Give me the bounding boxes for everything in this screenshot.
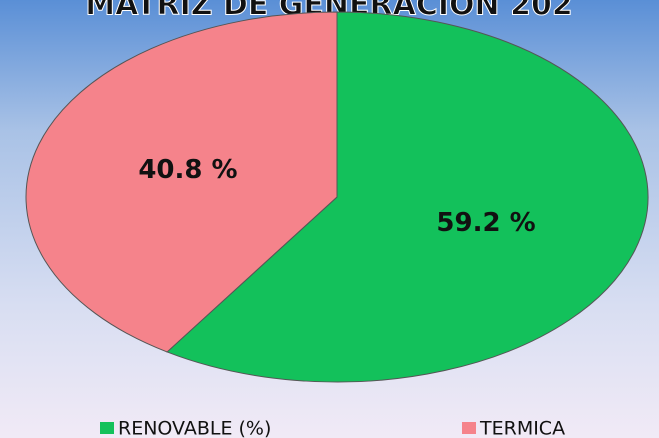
- legend-label: RENOVABLE (%): [118, 418, 271, 438]
- legend: RENOVABLE (%) TERMICA: [100, 418, 565, 438]
- legend-label: TERMICA: [479, 418, 565, 438]
- pie: 59.2 % 40.8 %: [25, 11, 649, 383]
- chart-title: MATRIZ DE GENERACION 202: [85, 0, 572, 23]
- pie-slice: [25, 11, 338, 353]
- legend-swatch: [462, 422, 476, 434]
- pie-slice: [166, 11, 649, 383]
- data-label: 40.8 %: [138, 155, 237, 185]
- legend-swatch: [100, 422, 114, 434]
- data-label: 59.2 %: [436, 208, 535, 238]
